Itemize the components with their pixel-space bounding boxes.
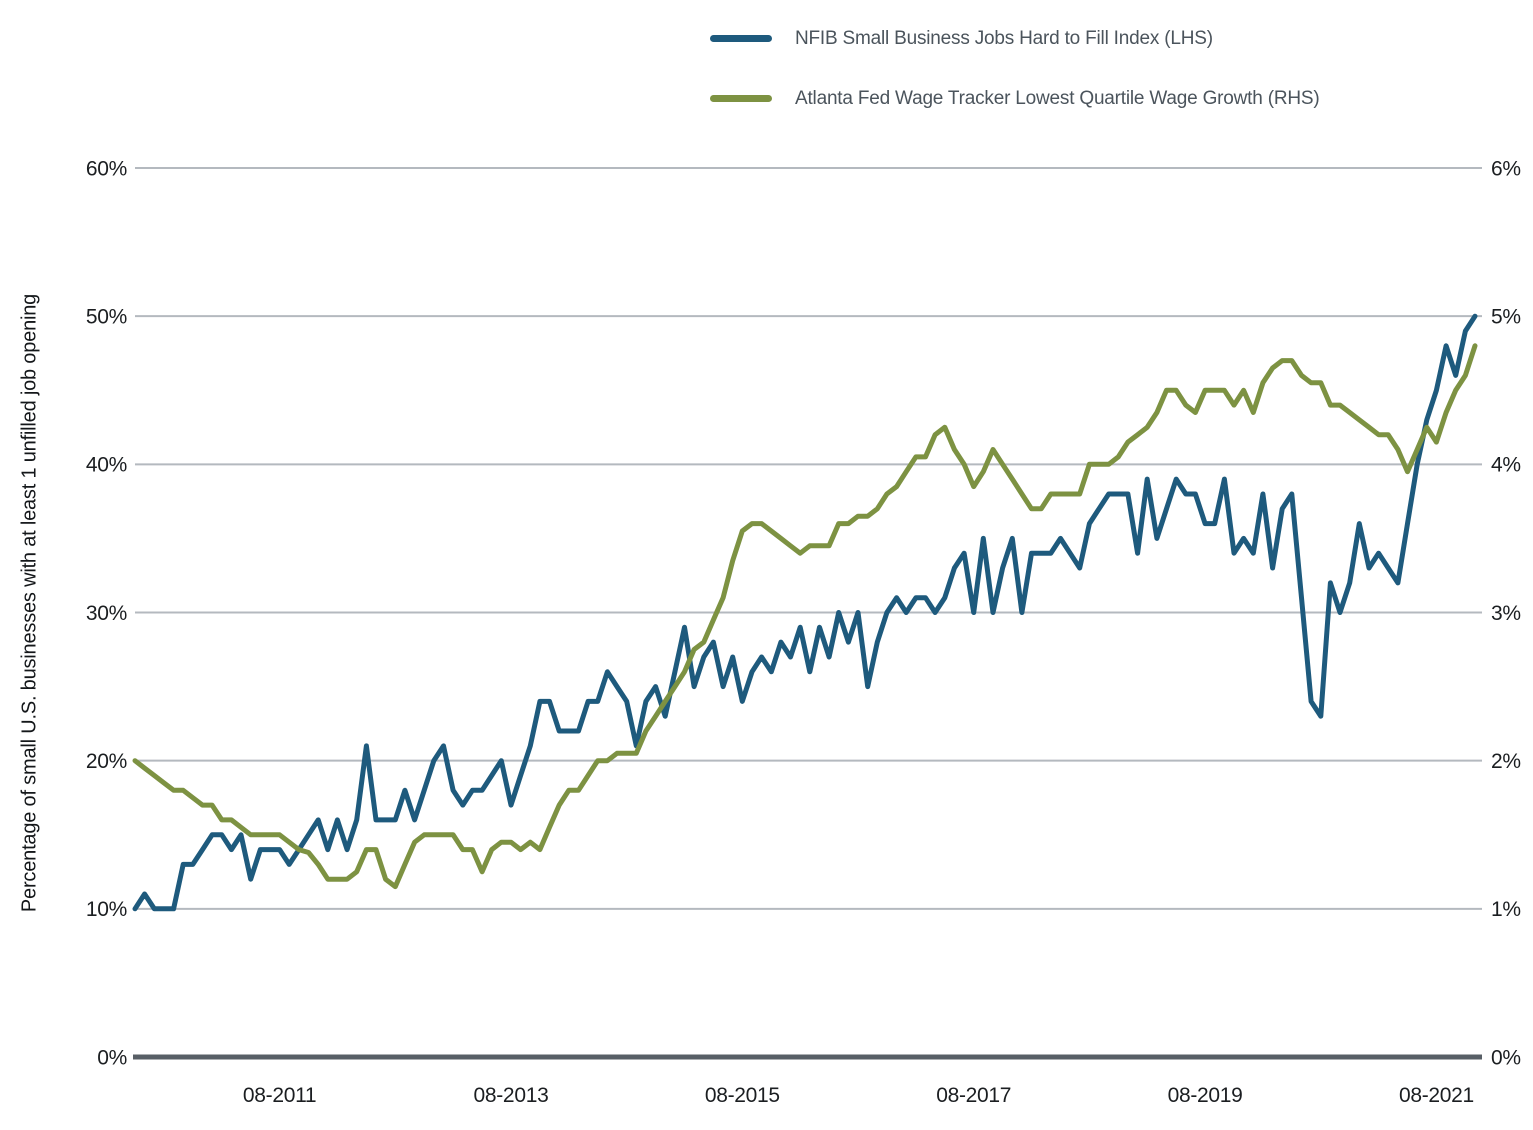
y-axis-right-tick-label: 6%	[1491, 157, 1521, 180]
legend-label-atlanta-fed: Atlanta Fed Wage Tracker Lowest Quartile…	[795, 87, 1320, 109]
y-axis-left-tick-label: 10%	[86, 898, 127, 921]
y-axis-left-tick-label: 20%	[86, 750, 127, 773]
x-axis-tick-label: 08-2013	[473, 1084, 548, 1107]
y-axis-right-tick-label: 0%	[1491, 1046, 1521, 1069]
y-axis-left-tick-label: 0%	[97, 1046, 127, 1069]
y-axis-left-tick-label: 30%	[86, 602, 127, 625]
y-axis-left-tick-label: 50%	[86, 306, 127, 329]
y-axis-left-tick-label: 40%	[86, 454, 127, 477]
series-line-nfib	[132, 313, 1478, 912]
y-axis-right-tick-label: 4%	[1491, 454, 1521, 477]
y-axis-right-tick-label: 3%	[1491, 602, 1521, 625]
x-axis-tick-label: 08-2011	[243, 1084, 316, 1107]
y-axis-right-tick-label: 2%	[1491, 750, 1521, 773]
y-axis-right-tick-label: 5%	[1491, 306, 1521, 329]
y-axis-right-tick-labels: 0% 1% 2% 3% 4% 5% 6%	[1491, 157, 1521, 1069]
y-axis-left-tick-label: 60%	[86, 157, 127, 180]
x-axis-tick-label: 08-2019	[1168, 1084, 1243, 1107]
x-axis-tick-label: 08-2021	[1399, 1084, 1474, 1107]
series-line-atlanta-fed	[132, 343, 1478, 890]
x-axis-tick-labels: 08-2011 08-2013 08-2015 08-2017 08-2019 08-20…	[243, 1084, 1474, 1107]
y-axis-right-tick-label: 1%	[1491, 898, 1521, 921]
x-axis-tick-label: 08-2015	[705, 1084, 780, 1107]
series-lines	[132, 313, 1478, 912]
legend-swatch-atlanta-fed-icon	[710, 95, 772, 102]
legend-item-nfib: NFIB Small Business Jobs Hard to Fill In…	[710, 25, 1319, 52]
legend-swatch-nfib-icon	[710, 35, 772, 42]
legend: NFIB Small Business Jobs Hard to Fill In…	[710, 25, 1320, 112]
x-axis-tick-label: 08-2017	[936, 1084, 1011, 1107]
gridlines	[135, 167, 1482, 910]
legend-label-nfib: NFIB Small Business Jobs Hard to Fill In…	[795, 27, 1213, 49]
y-axis-left-tick-labels: 0% 10% 20% 30% 40% 50% 60%	[86, 157, 127, 1069]
legend-item-atlanta-fed: Atlanta Fed Wage Tracker Lowest Quartile…	[710, 85, 1320, 112]
